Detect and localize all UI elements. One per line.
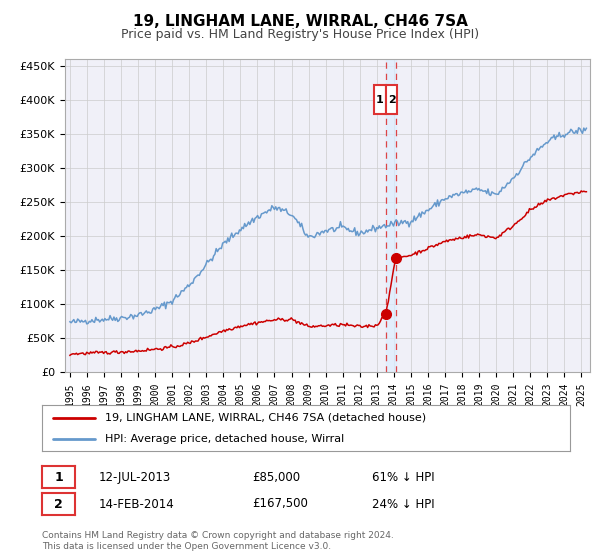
Text: 2: 2 [54, 497, 63, 511]
Text: 12-JUL-2013: 12-JUL-2013 [99, 470, 171, 484]
Text: Contains HM Land Registry data © Crown copyright and database right 2024.: Contains HM Land Registry data © Crown c… [42, 531, 394, 540]
Bar [386, 59, 396, 372]
Text: 61% ↓ HPI: 61% ↓ HPI [372, 470, 434, 484]
Text: HPI: Average price, detached house, Wirral: HPI: Average price, detached house, Wirr… [106, 435, 344, 444]
Text: 24% ↓ HPI: 24% ↓ HPI [372, 497, 434, 511]
Text: £85,000: £85,000 [252, 470, 300, 484]
Text: 14-FEB-2014: 14-FEB-2014 [99, 497, 175, 511]
Text: 1: 1 [376, 95, 384, 105]
Text: Price paid vs. HM Land Registry's House Price Index (HPI): Price paid vs. HM Land Registry's House … [121, 28, 479, 41]
FancyBboxPatch shape [374, 86, 386, 114]
FancyBboxPatch shape [386, 86, 397, 114]
Text: 1: 1 [54, 470, 63, 484]
Text: £167,500: £167,500 [252, 497, 308, 511]
Text: 2: 2 [388, 95, 395, 105]
Text: 19, LINGHAM LANE, WIRRAL, CH46 7SA: 19, LINGHAM LANE, WIRRAL, CH46 7SA [133, 14, 467, 29]
Text: 19, LINGHAM LANE, WIRRAL, CH46 7SA (detached house): 19, LINGHAM LANE, WIRRAL, CH46 7SA (deta… [106, 413, 427, 423]
Text: This data is licensed under the Open Government Licence v3.0.: This data is licensed under the Open Gov… [42, 542, 331, 551]
